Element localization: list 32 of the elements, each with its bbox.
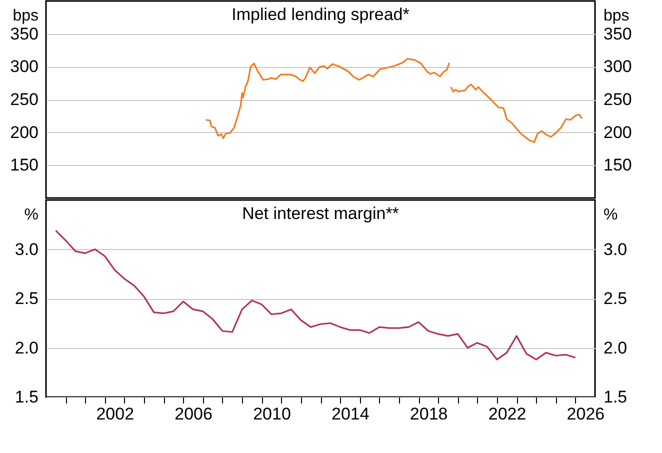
y2-tick-label: 250 (604, 90, 632, 109)
y2-tick-label: 350 (604, 24, 632, 44)
y2-tick-label: 300 (604, 57, 632, 76)
x-tick-label: 2026 (566, 404, 605, 424)
y-tick-label: 250 (10, 90, 38, 109)
x-tick-label: 2018 (410, 404, 448, 424)
x-tick-label: 2014 (331, 404, 370, 424)
y2-tick-label: 3.0 (604, 240, 628, 259)
y2-axis-title: bps (604, 8, 630, 24)
y-tick-label: 350 (10, 24, 38, 44)
y2-axis-title: % (604, 206, 618, 224)
y2-tick-label: 1.5 (604, 388, 628, 406)
y-tick-label: 2.0 (14, 338, 38, 358)
chart-title: Net interest margin** (242, 204, 400, 223)
x-tick-label: 2002 (96, 404, 134, 424)
y-tick-label: 3.0 (14, 240, 38, 259)
y-axis-title: bps (12, 8, 38, 24)
y2-tick-label: 2.0 (604, 338, 628, 358)
y-tick-label: 2.5 (14, 289, 38, 308)
y-tick-label: 150 (10, 156, 38, 175)
y2-tick-label: 2.5 (604, 289, 628, 308)
chart-title: Implied lending spread* (232, 5, 410, 24)
y2-tick-label: 200 (604, 122, 632, 142)
y2-tick-label: 150 (604, 156, 632, 175)
y-tick-label: 200 (10, 122, 38, 142)
x-tick-label: 2006 (174, 404, 212, 424)
y-tick-label: 1.5 (14, 388, 38, 406)
x-tick-label: 2010 (253, 404, 291, 424)
x-tick-label: 2022 (488, 404, 526, 424)
y-axis-title: % (24, 206, 38, 224)
line-series (55, 230, 576, 360)
y-tick-label: 300 (10, 57, 38, 76)
